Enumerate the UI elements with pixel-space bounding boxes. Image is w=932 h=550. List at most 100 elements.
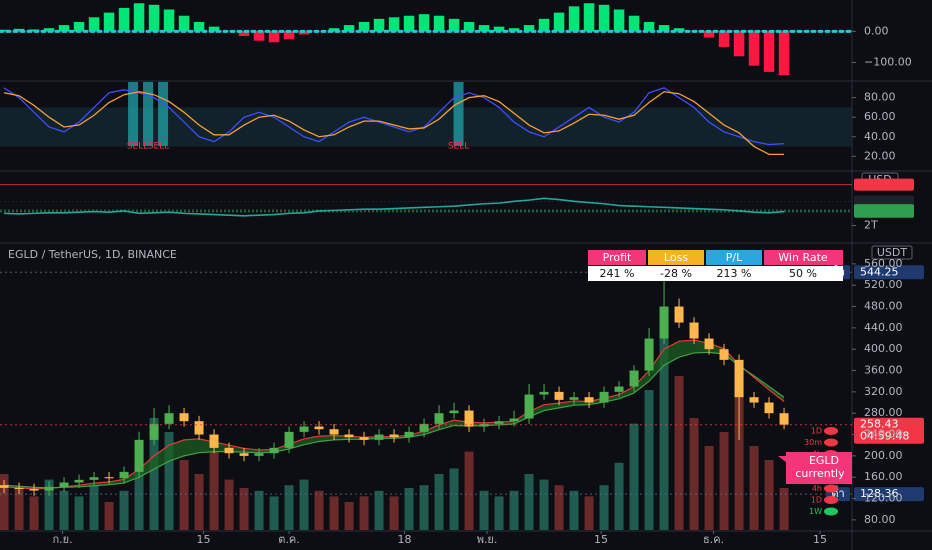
volume-bar — [734, 362, 744, 530]
candle-body — [14, 487, 24, 489]
series-line — [3, 87, 785, 146]
histogram-bar — [268, 31, 280, 43]
y-tick-label: 120.00 — [864, 492, 903, 505]
timeframe-dot — [824, 484, 838, 493]
volume-bar — [0, 474, 9, 530]
candle-body — [719, 349, 729, 360]
histogram-bar — [103, 12, 115, 32]
candle-body — [0, 485, 9, 488]
candle-body — [104, 477, 114, 479]
histogram-bar — [208, 26, 220, 32]
y-tick-label: 160.00 — [864, 470, 903, 483]
y-tick-label: 360.00 — [864, 364, 903, 377]
y-tick-label: 440.00 — [864, 321, 903, 334]
y-tick-label: 280.00 — [864, 406, 903, 419]
x-tick-label: 15 — [197, 533, 211, 546]
histogram-bar — [43, 28, 55, 32]
candle-body — [179, 413, 189, 422]
price-label-box — [854, 487, 924, 502]
histogram-bar — [133, 3, 145, 32]
cell: 50 % — [789, 267, 817, 280]
volume-bar — [359, 496, 369, 530]
histogram-bar — [163, 9, 175, 32]
timeframe-dot — [824, 496, 838, 504]
histogram-bar — [73, 21, 85, 32]
histogram-bar — [598, 4, 610, 32]
histogram-bar — [508, 28, 520, 32]
price-tag — [854, 178, 914, 191]
volume-bar — [479, 490, 489, 530]
annotation: SELL — [148, 142, 169, 152]
annotation: SELL — [448, 142, 469, 152]
candle-body — [29, 488, 39, 491]
histogram-bar — [658, 25, 670, 32]
candle-body — [149, 423, 159, 440]
volume-bar — [209, 451, 219, 530]
x-tick-label: ก.ย. — [52, 533, 72, 546]
candle-body — [419, 423, 429, 432]
histogram-bar — [583, 3, 595, 32]
y-tick-label: 60.00 — [864, 110, 896, 123]
signal-bar — [128, 82, 139, 146]
candle-body — [689, 322, 699, 339]
candle-body — [344, 434, 354, 438]
candle-body — [44, 486, 54, 491]
unit-label: USDT — [877, 246, 908, 259]
histogram-bar — [433, 15, 445, 32]
volume-bar — [299, 479, 309, 530]
timeframe-dot — [824, 427, 838, 435]
price-label-box — [854, 417, 924, 444]
timeframe-dot — [824, 507, 838, 516]
volume-bar — [629, 423, 639, 530]
histogram-bar — [643, 21, 655, 32]
histogram-bar — [418, 14, 430, 32]
candle-body — [299, 426, 309, 432]
volume-bar — [404, 488, 414, 530]
timeframe-dot — [824, 438, 838, 447]
histogram-bar — [748, 31, 760, 66]
candle-body — [239, 453, 249, 456]
volume-bar — [689, 418, 699, 530]
y-tick-label: 2T — [864, 218, 878, 231]
price-label: 128.36 — [860, 487, 899, 500]
y-tick-label: 40.00 — [864, 130, 896, 143]
histogram-bar — [358, 21, 370, 32]
volume-bar — [419, 485, 429, 530]
volume-bar — [524, 474, 534, 530]
x-tick-label: 15 — [594, 533, 608, 546]
histogram-bar — [283, 31, 295, 40]
cell: -28 % — [660, 267, 692, 280]
volume-bar — [764, 460, 774, 530]
candle-body — [599, 391, 609, 403]
x-tick-label: ต.ค. — [278, 533, 300, 546]
volume-bar — [434, 474, 444, 530]
y-tick-label: 200.00 — [864, 449, 903, 462]
volume-bar — [569, 490, 579, 530]
candle-body — [284, 431, 294, 448]
volume-bar — [284, 485, 294, 530]
histogram-bar — [118, 7, 130, 32]
volume-bar — [224, 479, 234, 530]
histogram-bar — [58, 25, 70, 32]
histogram-bar — [613, 9, 625, 32]
histogram-bar — [568, 6, 580, 32]
candle-body — [89, 477, 99, 480]
histogram-bar — [673, 28, 685, 32]
x-tick-label: 15 — [813, 533, 827, 546]
volume-bar — [494, 496, 504, 530]
cell: 213 % — [717, 267, 752, 280]
callout: EGLD currently — [778, 452, 852, 484]
volume-bar — [674, 376, 684, 530]
candle-body — [434, 413, 444, 424]
histogram-bar — [193, 21, 205, 32]
stats-table: Profit Loss P/L Win Rate 241 % -28 % 213… — [588, 250, 843, 281]
histogram-bar — [448, 18, 460, 32]
volume-bar — [509, 490, 519, 530]
header: P/L — [726, 251, 743, 264]
y-tick-label: 20.00 — [864, 149, 896, 162]
x-tick-label: ธ.ค. — [703, 533, 724, 546]
candle-body — [494, 421, 504, 424]
histogram-bar — [343, 25, 355, 32]
price-label-box — [854, 265, 924, 280]
candle-body — [224, 447, 234, 454]
